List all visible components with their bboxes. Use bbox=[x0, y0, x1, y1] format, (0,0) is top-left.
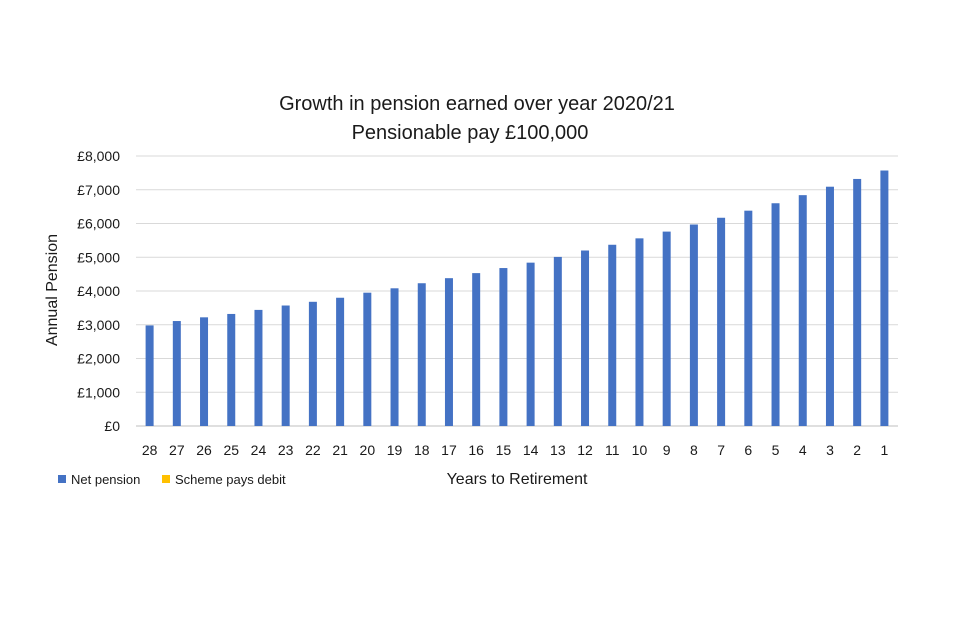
bar-net-pension bbox=[880, 170, 889, 426]
bar-net-pension bbox=[553, 256, 562, 426]
chart-title-line-1: Growth in pension earned over year 2020/… bbox=[279, 93, 675, 115]
bar-net-pension bbox=[308, 301, 317, 426]
x-tick-label: 18 bbox=[414, 442, 430, 458]
bar-net-pension bbox=[336, 297, 345, 426]
x-tick-label: 16 bbox=[468, 442, 484, 458]
x-tick-label: 4 bbox=[799, 442, 807, 458]
bars bbox=[145, 170, 889, 426]
y-tick-label: £2,000 bbox=[77, 351, 120, 367]
bar-net-pension bbox=[227, 313, 236, 426]
x-tick-label: 23 bbox=[278, 442, 294, 458]
bar-net-pension bbox=[744, 210, 753, 426]
bar-net-pension bbox=[281, 305, 290, 426]
x-tick-label: 25 bbox=[223, 442, 239, 458]
y-tick-label: £8,000 bbox=[77, 148, 120, 164]
x-tick-label: 11 bbox=[605, 442, 620, 458]
y-tick-label: £6,000 bbox=[77, 216, 120, 232]
gridlines bbox=[136, 155, 898, 427]
y-axis-ticks: £0 £1,000 £2,000 £3,000 £4,000 £5,000 £6,000 £7… bbox=[77, 148, 120, 434]
x-tick-label: 9 bbox=[663, 442, 671, 458]
bar-net-pension bbox=[254, 309, 263, 426]
x-tick-label: 14 bbox=[523, 442, 539, 458]
x-tick-label: 19 bbox=[387, 442, 403, 458]
x-tick-label: 26 bbox=[196, 442, 212, 458]
x-tick-label: 7 bbox=[717, 442, 725, 458]
bar-net-pension bbox=[444, 278, 453, 426]
bar-net-pension bbox=[145, 325, 154, 426]
y-tick-label: £5,000 bbox=[77, 249, 120, 265]
bar-net-pension bbox=[417, 283, 426, 426]
x-axis-ticks: 28 27 26 25 24 23 22 21 20 19 18 17 16 15 14 13 12 11 10 9 8… bbox=[142, 442, 889, 458]
bar-net-pension bbox=[771, 203, 780, 426]
x-tick-label: 5 bbox=[772, 442, 780, 458]
y-tick-label: £4,000 bbox=[77, 283, 120, 299]
bar-net-pension bbox=[689, 224, 698, 426]
x-tick-label: 1 bbox=[880, 442, 888, 458]
bar-net-pension bbox=[172, 321, 181, 426]
legend-label: Net pension bbox=[71, 472, 140, 487]
legend: Net pension Scheme pays debit bbox=[58, 472, 286, 487]
bar-net-pension bbox=[853, 178, 862, 426]
x-tick-label: 15 bbox=[496, 442, 512, 458]
bar-net-pension bbox=[798, 195, 807, 426]
x-tick-label: 17 bbox=[441, 442, 457, 458]
y-axis-label: Annual Pension bbox=[44, 234, 61, 346]
x-tick-label: 3 bbox=[826, 442, 834, 458]
y-tick-label: £0 bbox=[104, 418, 120, 434]
chart-title-line-2: Pensionable pay £100,000 bbox=[352, 122, 589, 144]
x-tick-label: 6 bbox=[744, 442, 752, 458]
bar-net-pension bbox=[363, 292, 372, 426]
x-tick-label: 13 bbox=[550, 442, 566, 458]
legend-swatch bbox=[162, 475, 170, 483]
y-tick-label: £7,000 bbox=[77, 182, 120, 198]
bar-net-pension bbox=[390, 288, 399, 426]
bar-net-pension bbox=[717, 217, 726, 426]
legend-label: Scheme pays debit bbox=[175, 472, 286, 487]
x-tick-label: 12 bbox=[577, 442, 593, 458]
y-tick-label: £3,000 bbox=[77, 317, 120, 333]
legend-swatch bbox=[58, 475, 66, 483]
x-tick-label: 2 bbox=[853, 442, 861, 458]
bar-net-pension bbox=[581, 250, 590, 426]
x-tick-label: 28 bbox=[142, 442, 158, 458]
bar-net-pension bbox=[472, 273, 481, 426]
x-tick-label: 22 bbox=[305, 442, 321, 458]
x-axis-label: Years to Retirement bbox=[447, 471, 588, 488]
bar-net-pension bbox=[608, 244, 617, 426]
bar-net-pension bbox=[526, 262, 535, 426]
x-tick-label: 24 bbox=[251, 442, 267, 458]
bar-net-pension bbox=[200, 317, 209, 426]
bar-net-pension bbox=[635, 238, 644, 426]
x-tick-label: 27 bbox=[169, 442, 185, 458]
x-tick-label: 20 bbox=[360, 442, 376, 458]
bar-net-pension bbox=[499, 268, 508, 426]
bar-net-pension bbox=[662, 231, 671, 426]
x-tick-label: 21 bbox=[332, 442, 348, 458]
x-tick-label: 8 bbox=[690, 442, 698, 458]
x-tick-label: 10 bbox=[632, 442, 648, 458]
y-tick-label: £1,000 bbox=[77, 384, 120, 400]
bar-net-pension bbox=[825, 186, 834, 426]
